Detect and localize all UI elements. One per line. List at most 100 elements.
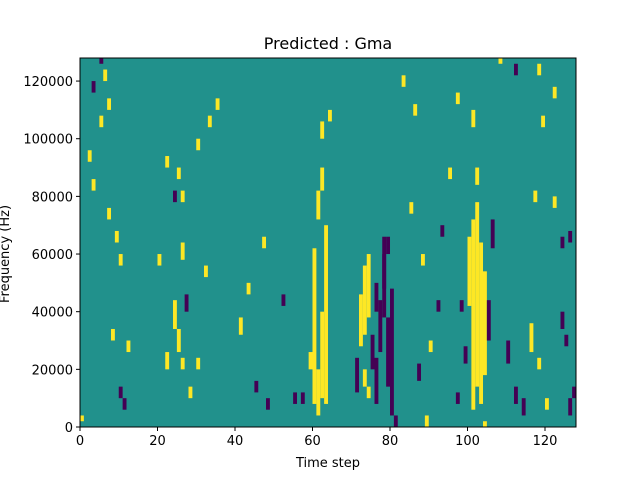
heatmap-cell xyxy=(541,115,546,128)
heatmap-cell xyxy=(370,334,375,370)
heatmap-cell xyxy=(126,340,131,353)
x-tick-label: 20 xyxy=(149,434,166,449)
y-tick-label: 120000 xyxy=(23,75,73,90)
heatmap-cell xyxy=(165,156,170,168)
heatmap-cell xyxy=(529,323,534,353)
heatmap-cell xyxy=(378,300,383,353)
heatmap-cell xyxy=(262,236,267,249)
heatmap-cell xyxy=(355,357,360,393)
heatmap-cell xyxy=(471,109,476,128)
heatmap-cell xyxy=(99,58,104,64)
heatmap-cell xyxy=(188,386,193,399)
heatmap-cell xyxy=(568,398,573,416)
heatmap-cell xyxy=(568,230,573,243)
x-axis: 0 20 40 60 80 100 120 xyxy=(76,427,558,449)
heatmap-cell xyxy=(475,202,480,387)
heatmap-cell xyxy=(564,334,569,347)
heatmap-cell xyxy=(91,179,96,191)
heatmap-cell xyxy=(514,386,518,404)
heatmap-cell xyxy=(560,236,565,249)
heatmap-cell xyxy=(246,282,251,295)
heatmap-cell xyxy=(266,398,270,410)
heatmap-cell xyxy=(87,150,92,162)
heatmap-cell xyxy=(122,398,127,410)
heatmap-cell xyxy=(180,242,185,260)
y-axis-label: Frequency (Hz) xyxy=(0,205,13,303)
heatmap-cell xyxy=(316,190,321,220)
x-tick-label: 60 xyxy=(304,434,321,449)
y-tick-label: 40000 xyxy=(32,306,73,321)
heatmap-cell xyxy=(448,167,453,180)
heatmap-cell xyxy=(475,167,480,185)
heatmap-cell xyxy=(390,288,394,416)
x-tick-label: 120 xyxy=(533,434,558,449)
plot-area xyxy=(79,57,577,428)
heatmap-cell xyxy=(413,104,418,116)
heatmap-cell xyxy=(421,254,425,266)
heatmap-cell xyxy=(374,357,379,404)
heatmap-cell xyxy=(207,115,212,128)
heatmap-cell xyxy=(196,357,201,370)
heatmap-cell xyxy=(463,346,468,364)
heatmap-cell xyxy=(545,398,549,410)
heatmap-cell xyxy=(386,317,391,387)
heatmap-cell xyxy=(180,357,185,370)
heatmap-cell xyxy=(293,392,298,404)
heatmap-cell xyxy=(409,202,414,214)
heatmap-cell xyxy=(537,63,542,76)
heatmap-cell xyxy=(440,225,445,237)
x-tick-label: 80 xyxy=(382,434,399,449)
heatmap-cell xyxy=(506,340,511,364)
heatmap-cell xyxy=(486,300,491,341)
heatmap-cell xyxy=(204,265,208,278)
heatmap-cell xyxy=(320,311,325,399)
heatmap-cell xyxy=(533,190,538,203)
heatmap-cell xyxy=(300,392,305,404)
heatmap-cell xyxy=(436,300,441,312)
y-tick-label: 80000 xyxy=(32,190,73,205)
heatmap-cell xyxy=(479,242,484,404)
heatmap-cell xyxy=(467,236,472,306)
heatmap-cell xyxy=(173,300,177,329)
heatmap-cell xyxy=(362,265,367,335)
heatmap-cell xyxy=(455,92,460,105)
heatmap-cell xyxy=(417,363,422,381)
heatmap-cell xyxy=(471,219,476,410)
heatmap-cell xyxy=(118,386,123,399)
heatmap-cell xyxy=(176,167,181,180)
y-tick-label: 100000 xyxy=(23,133,73,148)
heatmap-cell xyxy=(107,207,112,220)
heatmap-cell xyxy=(428,340,433,353)
heatmap-cell xyxy=(521,398,526,416)
heatmap-cell xyxy=(366,386,371,399)
heatmap-cells xyxy=(80,58,577,427)
heatmap-cell xyxy=(320,121,325,139)
heatmap-cell xyxy=(359,294,363,347)
heatmap-cell xyxy=(552,196,557,208)
heatmap-cell xyxy=(483,271,487,376)
heatmap-cell xyxy=(215,98,220,110)
heatmap-cell xyxy=(560,311,565,329)
heatmap-cell xyxy=(254,380,259,393)
heatmap-cell xyxy=(118,254,123,266)
plot-frame xyxy=(79,57,577,428)
heatmap-cell xyxy=(316,369,321,416)
heatmap-cell xyxy=(552,86,557,99)
heatmap-cell xyxy=(455,392,460,404)
heatmap-cell xyxy=(312,248,317,404)
y-tick-label: 60000 xyxy=(32,248,73,263)
heatmap-cell xyxy=(382,236,387,289)
heatmap-cell xyxy=(483,421,487,427)
heatmap-cell xyxy=(308,352,313,370)
x-tick-label: 40 xyxy=(227,434,244,449)
heatmap-cell xyxy=(173,190,177,203)
heatmap-cell xyxy=(424,415,429,427)
heatmap-cell xyxy=(165,352,170,370)
heatmap-cell xyxy=(324,225,329,404)
heatmap-cell xyxy=(386,236,391,255)
heatmap-cell xyxy=(107,98,112,110)
heatmap-cell xyxy=(366,254,371,318)
heatmap-cell xyxy=(320,167,325,191)
heatmap-cell xyxy=(498,58,503,64)
heatmap-cell xyxy=(184,294,189,312)
